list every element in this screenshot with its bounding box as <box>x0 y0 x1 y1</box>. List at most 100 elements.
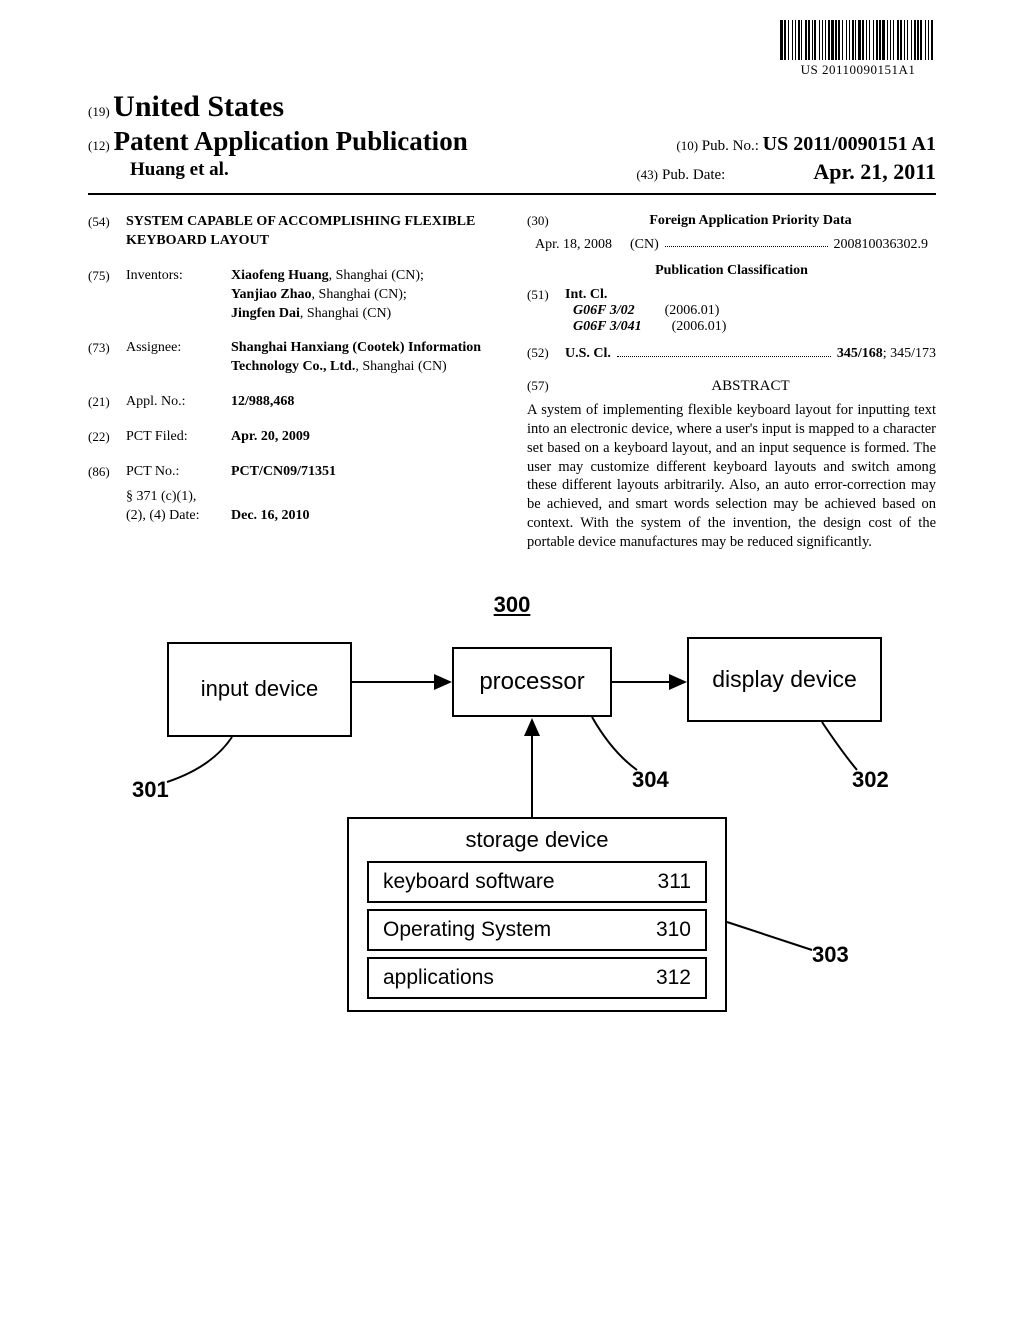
authors: Huang et al. <box>130 159 229 185</box>
abstract-heading-row: (57) ABSTRACT <box>527 372 936 401</box>
uscl-code: (52) <box>527 345 565 361</box>
box-input-device: input device <box>167 642 352 737</box>
pubdate-value: Apr. 21, 2011 <box>813 159 936 184</box>
pub-type-block: (12) Patent Application Publication <box>88 126 468 157</box>
assignee-rest: , Shanghai (CN) <box>355 359 446 374</box>
intcl-item: G06F 3/041(2006.01) <box>573 319 726 335</box>
figure-300: 300 input device processor display devic… <box>122 592 902 1022</box>
uscl-field: (52) U.S. Cl. 345/168; 345/173 <box>527 345 936 362</box>
title-value: SYSTEM CAPABLE OF ACCOMPLISHING FLEXIBLE… <box>126 213 497 251</box>
country-name: United States <box>113 90 284 123</box>
inventor-line: Yanjiao Zhao, Shanghai (CN); <box>231 286 497 305</box>
intcl-label: Int. Cl. <box>565 287 726 303</box>
pctfiled-label: PCT Filed: <box>126 428 231 447</box>
barcode-graphic <box>780 20 936 60</box>
box-display-device: display device <box>687 637 882 722</box>
title-field: (54) SYSTEM CAPABLE OF ACCOMPLISHING FLE… <box>88 213 497 251</box>
abstract-code: (57) <box>527 378 565 394</box>
inner-label: keyboard software <box>383 870 555 894</box>
storage-inner-box: applications 312 <box>367 957 707 999</box>
dots <box>665 237 828 247</box>
pub-number-block: (10) Pub. No.: US 2011/0090151 A1 <box>676 133 936 156</box>
assignee-label: Assignee: <box>126 339 231 377</box>
box-input-label: input device <box>201 676 318 702</box>
box-storage-device: storage device keyboard software 311 Opera… <box>347 817 727 1012</box>
assignee-field: (73) Assignee: Shanghai Hanxiang (Cootek… <box>88 339 497 377</box>
inner-ref: 310 <box>656 918 691 942</box>
inventor-line: Jingfen Dai, Shanghai (CN) <box>231 305 497 324</box>
foreign-date: Apr. 18, 2008 <box>535 237 612 253</box>
inner-ref: 311 <box>658 870 691 894</box>
publication-line: (12) Patent Application Publication (10)… <box>88 126 936 157</box>
ref-304: 304 <box>632 767 669 793</box>
applno-label: Appl. No.: <box>126 393 231 412</box>
inventors-label: Inventors: <box>126 267 231 324</box>
inner-label: applications <box>383 966 494 990</box>
intcl-item: G06F 3/02(2006.01) <box>573 303 726 319</box>
intcl-field: (51) Int. Cl. G06F 3/02(2006.01)G06F 3/0… <box>527 287 936 335</box>
title-code: (54) <box>88 213 126 251</box>
header-rule <box>88 193 936 195</box>
foreign-heading: Foreign Application Priority Data <box>565 213 936 229</box>
pubno-label: Pub. No.: <box>702 138 759 154</box>
country-line: (19) United States <box>88 90 936 124</box>
intcl-code: (51) <box>527 287 565 335</box>
pubno-code: (10) <box>676 138 698 153</box>
assignee-code: (73) <box>88 339 126 377</box>
box-processor-label: processor <box>479 668 584 696</box>
pctfiled-field: (22) PCT Filed: Apr. 20, 2009 <box>88 428 497 447</box>
inner-ref: 312 <box>656 966 691 990</box>
authors-line: Huang et al. (43) Pub. Date: Apr. 21, 20… <box>88 159 936 185</box>
uscl-values: 345/168; 345/173 <box>837 346 936 362</box>
dots <box>617 347 831 357</box>
pctno-code: (86) <box>88 463 126 482</box>
applno-field: (21) Appl. No.: 12/988,468 <box>88 393 497 412</box>
inventors-field: (75) Inventors: Xiaofeng Huang, Shanghai… <box>88 267 497 324</box>
ref-302: 302 <box>852 767 889 793</box>
right-column: (30) Foreign Application Priority Data A… <box>527 213 936 552</box>
ref-301: 301 <box>132 777 169 803</box>
pctno-value: PCT/CN09/71351 <box>231 463 497 482</box>
s371-value: Dec. 16, 2010 <box>231 507 497 526</box>
document-header: (19) United States (12) Patent Applicati… <box>88 90 936 195</box>
inventors-code: (75) <box>88 267 126 324</box>
applno-value: 12/988,468 <box>231 393 497 412</box>
s371-field: § 371 (c)(1), (2), (4) Date: Dec. 16, 20… <box>88 488 497 526</box>
uscl-secondary: ; 345/173 <box>883 346 936 361</box>
foreign-priority-row: Apr. 18, 2008 (CN) 200810036302.9 <box>527 237 936 253</box>
foreign-heading-row: (30) Foreign Application Priority Data <box>527 213 936 237</box>
applno-code: (21) <box>88 393 126 412</box>
bibliographic-columns: (54) SYSTEM CAPABLE OF ACCOMPLISHING FLE… <box>88 213 936 552</box>
s371-label: § 371 (c)(1), (2), (4) Date: <box>126 488 231 526</box>
inner-label: Operating System <box>383 918 551 942</box>
uscl-primary: 345/168 <box>837 346 883 361</box>
pctfiled-value: Apr. 20, 2009 <box>231 428 497 447</box>
uscl-label: U.S. Cl. <box>565 346 611 362</box>
country-code: (19) <box>88 104 110 119</box>
figure-number: 300 <box>494 592 531 618</box>
storage-inner-list: keyboard software 311 Operating System 310 a… <box>349 861 725 999</box>
storage-inner-box: Operating System 310 <box>367 909 707 951</box>
pub-type-code: (12) <box>88 138 110 153</box>
box-display-label: display device <box>712 666 856 693</box>
abstract-text: A system of implementing flexible keyboa… <box>527 401 936 552</box>
pubclass-heading: Publication Classification <box>527 263 936 279</box>
s371-label2: (2), (4) Date: <box>126 507 231 526</box>
foreign-code: (30) <box>527 213 565 237</box>
s371-label1: § 371 (c)(1), <box>126 488 231 507</box>
abstract-heading: ABSTRACT <box>565 378 936 395</box>
barcode-number: US 20110090151A1 <box>780 62 936 78</box>
assignee-value: Shanghai Hanxiang (Cootek) Information T… <box>231 339 497 377</box>
pctfiled-code: (22) <box>88 428 126 447</box>
storage-title: storage device <box>349 827 725 853</box>
intcl-body: Int. Cl. G06F 3/02(2006.01)G06F 3/041(20… <box>565 287 726 335</box>
pub-type: Patent Application Publication <box>114 126 468 156</box>
pubdate-code: (43) <box>636 167 658 182</box>
pubdate-label: Pub. Date: <box>662 167 725 183</box>
storage-inner-box: keyboard software 311 <box>367 861 707 903</box>
intcl-list: G06F 3/02(2006.01)G06F 3/041(2006.01) <box>573 303 726 335</box>
pub-date-block: (43) Pub. Date: Apr. 21, 2011 <box>636 159 936 185</box>
pctno-label: PCT No.: <box>126 463 231 482</box>
barcode-region: US 20110090151A1 <box>780 20 936 78</box>
ref-303: 303 <box>812 942 849 968</box>
